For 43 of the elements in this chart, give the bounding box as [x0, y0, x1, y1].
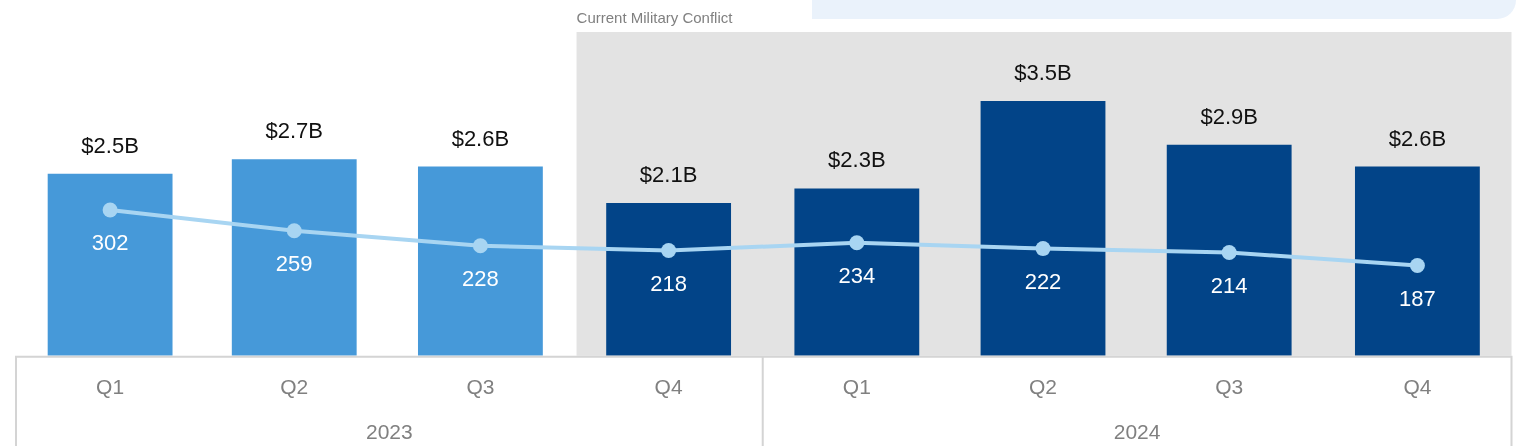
text: 2023 — [366, 419, 413, 443]
data-label: 218 — [650, 270, 687, 296]
point — [1035, 241, 1051, 257]
data-label: $2.1B — [639, 162, 698, 188]
x-tick-label: Q2 — [280, 375, 309, 399]
bar — [417, 166, 543, 356]
data-label: 222 — [1024, 268, 1062, 294]
x-tick-label: Q2 — [1029, 375, 1058, 399]
x-tick-label: Q3 — [466, 375, 495, 399]
data-label: 214 — [1210, 272, 1248, 298]
bar — [1166, 144, 1292, 356]
data-label: 234 — [838, 262, 876, 288]
data-label: $2.6B — [451, 125, 510, 151]
data-label: $2.7B — [265, 118, 323, 144]
x-tick-label: Q4 — [1403, 375, 1432, 399]
band-label: Current Military Conflict — [576, 9, 734, 27]
text: 2024 — [1113, 419, 1161, 443]
data-label: 259 — [275, 250, 313, 276]
x-tick-label: Q1 — [842, 375, 871, 399]
bar — [794, 188, 920, 356]
point — [102, 202, 118, 218]
bar — [606, 202, 732, 356]
x-tick-label: Q3 — [1215, 375, 1244, 399]
data-label: 228 — [462, 265, 499, 291]
bar — [1354, 166, 1480, 356]
data-label: 302 — [91, 230, 129, 256]
point — [661, 243, 677, 259]
bar — [980, 101, 1106, 356]
point — [1409, 257, 1425, 273]
bar — [231, 159, 357, 356]
bar — [47, 173, 173, 356]
x-tick-label: Q4 — [654, 375, 683, 399]
x-tick-label: Q1 — [96, 375, 125, 399]
point — [849, 235, 865, 251]
data-label: $2.3B — [828, 147, 886, 173]
data-label: $2.9B — [1200, 103, 1258, 129]
point — [472, 238, 488, 254]
data-label: $2.6B — [1388, 125, 1447, 151]
data-label: $2.5B — [81, 132, 139, 158]
data-label: $3.5B — [1014, 60, 1072, 86]
data-label: 187 — [1399, 285, 1436, 311]
point — [1221, 244, 1237, 260]
point — [286, 223, 302, 239]
